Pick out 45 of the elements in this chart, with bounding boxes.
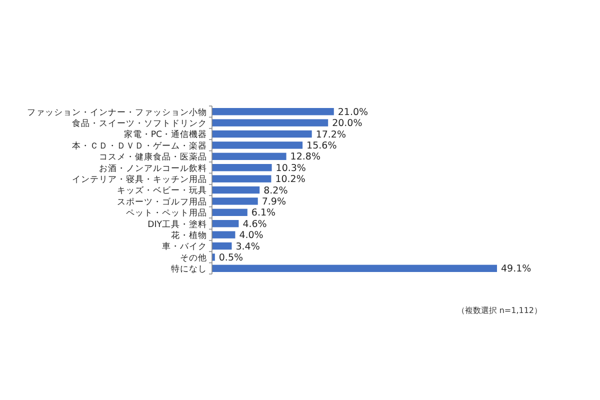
y-tick-label: ファッション・インナー・ファッション小物: [27, 106, 207, 118]
y-tick-label: キッズ・ベビー・玩具: [117, 185, 207, 196]
y-tick-label: 特になし: [171, 264, 207, 275]
data-label: 20.0%: [332, 118, 362, 130]
bar: [212, 220, 239, 228]
bar: [212, 242, 232, 250]
data-label: 12.8%: [290, 152, 320, 163]
data-label: 4.6%: [242, 218, 267, 230]
y-tick-label: 家電・PC・通信機器: [124, 129, 207, 140]
bar: [212, 152, 286, 160]
y-tick-label: 車・バイク: [162, 241, 207, 252]
bar: [212, 208, 248, 216]
data-label: 17.2%: [316, 129, 346, 140]
data-label: 8.2%: [264, 185, 288, 196]
data-label: 6.1%: [251, 208, 276, 219]
data-label: 49.1%: [501, 264, 532, 275]
y-tick-label: 花・植物: [171, 230, 207, 241]
data-label: 15.6%: [306, 140, 337, 152]
y-tick-label: コスメ・健康食品・医薬品: [99, 152, 207, 163]
data-label: 4.0%: [239, 230, 264, 242]
bar: [212, 119, 328, 126]
data-label: 21.0%: [338, 106, 368, 118]
y-tick-label: その他: [180, 252, 207, 264]
y-tick-label: DIY工具・塗料: [148, 218, 207, 230]
data-label: 10.2%: [275, 174, 306, 186]
data-label: 0.5%: [218, 252, 244, 264]
data-label: 7.9%: [262, 196, 286, 208]
bar: [212, 175, 272, 182]
bar: [212, 142, 303, 149]
bar: [212, 164, 272, 172]
bar: [212, 198, 258, 205]
bar: [212, 186, 260, 194]
data-label: 3.4%: [236, 241, 260, 252]
text: （複数選択 n=1,112）: [456, 306, 542, 315]
data-label: 10.3%: [276, 162, 306, 174]
bar: [212, 264, 497, 272]
y-tick-label: インテリア・寝具・キッチン用品: [72, 174, 207, 185]
y-tick-label: 本・ＣＤ・ＤＶＤ・ゲーム・楽器: [72, 140, 207, 152]
y-tick-label: ペット・ペット用品: [126, 208, 207, 219]
y-tick-label: お酒・ノンアルコール飲料: [99, 162, 207, 174]
y-tick-label: スポーツ・ゴルフ用品: [117, 196, 207, 208]
y-tick-label: 食品・スイーツ・ソフトドリンク: [72, 118, 207, 129]
bar: [212, 130, 312, 138]
bar: [212, 108, 334, 116]
bar: [212, 231, 236, 238]
